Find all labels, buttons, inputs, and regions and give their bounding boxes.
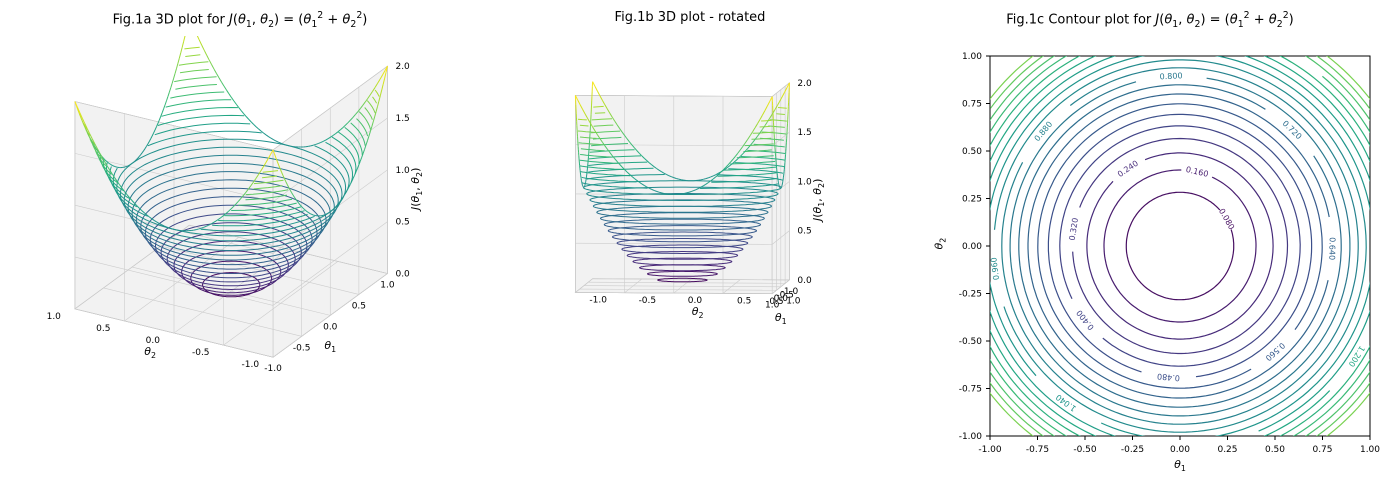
panel-a-3d-plot: -1.0-0.50.00.51.0-1.0-0.50.00.51.00.00.5… [20, 36, 460, 476]
svg-text:0.5: 0.5 [96, 324, 110, 334]
svg-text:0.25: 0.25 [962, 194, 982, 204]
svg-text:-1.00: -1.00 [959, 432, 983, 442]
svg-text:1.0: 1.0 [786, 297, 801, 307]
axes-panes [75, 66, 388, 357]
svg-text:0.50: 0.50 [1265, 445, 1285, 455]
svg-text:-0.50: -0.50 [1073, 445, 1097, 455]
y-axis-label: θ2 [930, 236, 950, 276]
svg-text:0.0: 0.0 [323, 322, 338, 332]
svg-text:1.0: 1.0 [797, 177, 812, 187]
x-axis-label: θ1 [1160, 458, 1200, 476]
contour-label: 0.640 [1327, 237, 1336, 260]
svg-text:-0.75: -0.75 [1026, 445, 1049, 455]
svg-text:0.75: 0.75 [1312, 445, 1332, 455]
svg-text:2.0: 2.0 [797, 79, 812, 89]
svg-text:-0.25: -0.25 [959, 289, 982, 299]
svg-text:-1.0: -1.0 [589, 295, 607, 305]
svg-text:0.0: 0.0 [797, 276, 812, 286]
svg-text:1.0: 1.0 [765, 301, 780, 311]
svg-text:1.0: 1.0 [380, 280, 395, 290]
svg-text:0.5: 0.5 [797, 227, 811, 237]
svg-text:0.5: 0.5 [395, 218, 409, 228]
panel-a: Fig.1a 3D plot for J(θ1, θ2) = (θ12 + θ2… [20, 10, 460, 476]
panel-a-title: Fig.1a 3D plot for J(θ1, θ2) = (θ12 + θ2… [113, 10, 368, 30]
svg-text:0.50: 0.50 [962, 147, 982, 157]
svg-text:-0.75: -0.75 [959, 384, 982, 394]
panel-c-contour-plot: 0.0800.1600.2400.3200.4000.4800.5600.640… [920, 36, 1380, 476]
svg-text:1.5: 1.5 [797, 128, 811, 138]
figure: Fig.1a 3D plot for J(θ1, θ2) = (θ12 + θ2… [0, 0, 1400, 502]
svg-text:1.00: 1.00 [962, 52, 982, 62]
svg-text:-0.25: -0.25 [1121, 445, 1144, 455]
contour-label: 0.800 [1159, 71, 1182, 81]
svg-text:2.0: 2.0 [395, 62, 410, 72]
svg-text:0.0: 0.0 [395, 269, 410, 279]
panel-c: Fig.1c Contour plot for J(θ1, θ2) = (θ12… [920, 10, 1380, 476]
svg-text:-0.5: -0.5 [639, 296, 657, 306]
svg-text:0.00: 0.00 [1170, 445, 1190, 455]
panel-c-title: Fig.1c Contour plot for J(θ1, θ2) = (θ12… [1006, 10, 1294, 30]
svg-text:1.5: 1.5 [395, 114, 409, 124]
svg-text:-1.0: -1.0 [242, 360, 260, 370]
svg-text:0.75: 0.75 [962, 99, 982, 109]
svg-text:-0.5: -0.5 [192, 348, 210, 358]
svg-text:1.0: 1.0 [395, 166, 410, 176]
svg-text:-0.50: -0.50 [959, 337, 983, 347]
svg-text:0.5: 0.5 [352, 301, 366, 311]
svg-text:-1.0: -1.0 [264, 364, 282, 374]
svg-text:0.25: 0.25 [1217, 445, 1237, 455]
svg-text:1.0: 1.0 [47, 312, 62, 322]
axes-panes [575, 83, 789, 294]
panel-b-title: Fig.1b 3D plot - rotated [615, 10, 766, 25]
svg-text:1.00: 1.00 [1360, 445, 1380, 455]
svg-text:0.00: 0.00 [962, 242, 982, 252]
panel-b: Fig.1b 3D plot - rotated -1.0 -0.5 0.0 0.5 1… [500, 10, 880, 471]
svg-text:-1.00: -1.00 [978, 445, 1002, 455]
panel-b-3d-plot: -1.0-0.50.00.51.0-1.0-0.50.00.51.00.00.5… [500, 31, 880, 471]
